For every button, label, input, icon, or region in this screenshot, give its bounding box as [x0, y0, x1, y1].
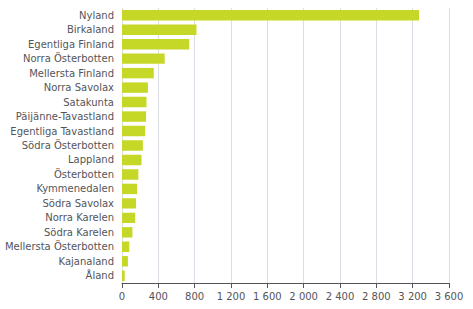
- svg-text:Norra Österbotten: Norra Österbotten: [23, 52, 114, 64]
- svg-text:Södra Savolax: Södra Savolax: [42, 198, 114, 209]
- svg-text:400: 400: [149, 291, 168, 302]
- svg-text:2 800: 2 800: [362, 291, 391, 302]
- svg-text:Egentliga Finland: Egentliga Finland: [28, 39, 114, 50]
- svg-text:Åland: Åland: [86, 269, 114, 281]
- svg-text:Satakunta: Satakunta: [63, 97, 114, 108]
- svg-text:Lappland: Lappland: [68, 154, 114, 165]
- svg-text:0: 0: [119, 291, 125, 302]
- svg-text:Kymmenedalen: Kymmenedalen: [36, 183, 114, 194]
- svg-text:3 200: 3 200: [398, 291, 427, 302]
- svg-text:Södra Karelen: Södra Karelen: [44, 227, 114, 238]
- svg-text:Egentliga Tavastland: Egentliga Tavastland: [10, 126, 114, 137]
- svg-text:Nyland: Nyland: [79, 10, 114, 21]
- svg-text:Mellersta Finland: Mellersta Finland: [29, 68, 114, 79]
- svg-text:Päijänne-Tavastland: Päijänne-Tavastland: [16, 111, 114, 122]
- svg-text:Norra Savolax: Norra Savolax: [44, 82, 114, 93]
- svg-text:Österbotten: Österbotten: [54, 168, 114, 180]
- svg-text:2 400: 2 400: [326, 291, 355, 302]
- svg-text:1 600: 1 600: [253, 291, 282, 302]
- svg-text:Kajanaland: Kajanaland: [59, 256, 114, 267]
- svg-text:Södra Österbotten: Södra Österbotten: [22, 139, 114, 151]
- svg-text:3 600: 3 600: [435, 291, 464, 302]
- svg-text:Norra Karelen: Norra Karelen: [45, 212, 114, 223]
- svg-text:800: 800: [185, 291, 204, 302]
- svg-text:2 000: 2 000: [289, 291, 318, 302]
- svg-text:Birkaland: Birkaland: [67, 24, 114, 35]
- svg-text:1 200: 1 200: [217, 291, 246, 302]
- svg-text:Mellersta Österbotten: Mellersta Österbotten: [5, 240, 114, 252]
